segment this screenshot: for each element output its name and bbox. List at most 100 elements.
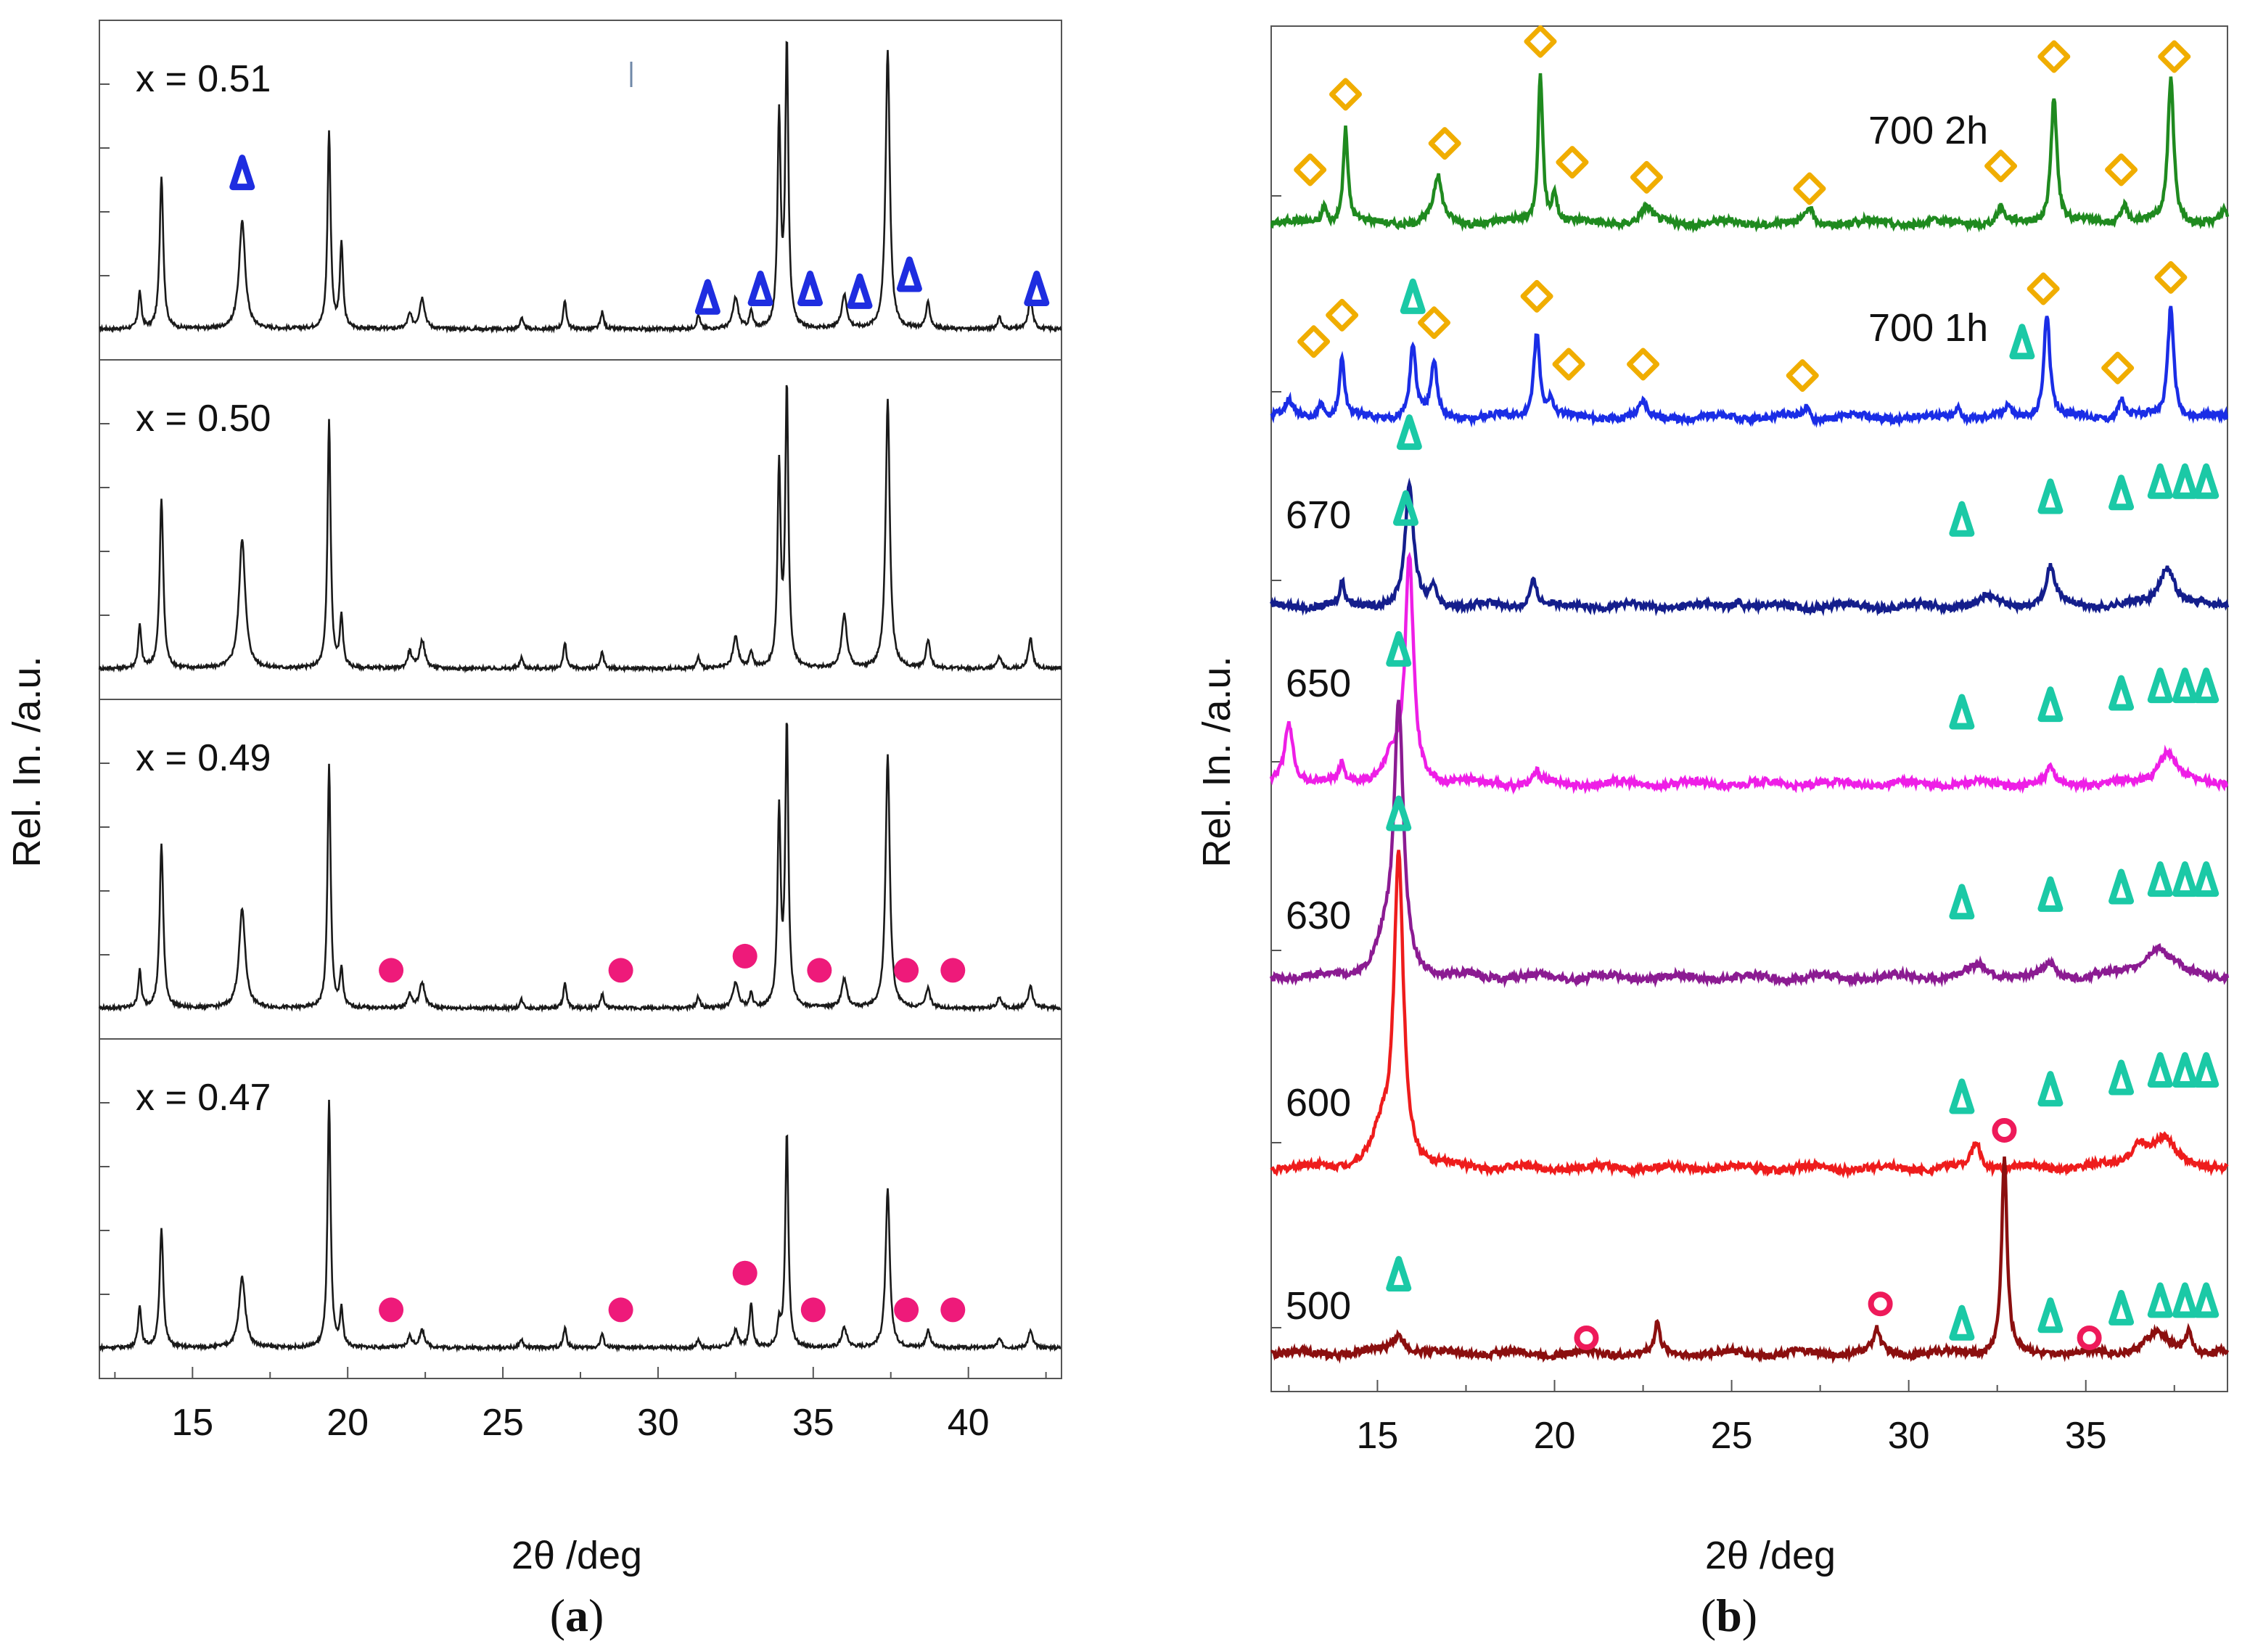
marker-triangle xyxy=(1393,490,1418,526)
marker-triangle xyxy=(2037,478,2064,514)
marker-circle xyxy=(732,943,757,969)
xrd-pattern-a xyxy=(98,723,1062,1014)
marker-diamond xyxy=(1524,25,1557,58)
marker-triangle xyxy=(2037,1071,2064,1107)
marker-triangle xyxy=(1949,1078,1975,1114)
series-650: 650 xyxy=(1269,490,2228,795)
x-tick-label: 20 xyxy=(327,1402,369,1444)
svg-text:(b): (b) xyxy=(1701,1590,1757,1641)
panel-a-4: x = 0.47 xyxy=(99,1038,1062,1379)
caption-b: (b) xyxy=(1701,1590,1757,1641)
marker-triangle xyxy=(2147,1282,2173,1318)
marker-triangle xyxy=(2172,1052,2198,1088)
series-label: 670 xyxy=(1286,493,1351,537)
panel-a-label: x = 0.49 xyxy=(136,737,271,779)
marker-triangle xyxy=(1396,414,1422,451)
marker-diamond xyxy=(1520,279,1553,313)
marker-triangle xyxy=(1949,694,1975,730)
marker-triangle xyxy=(896,256,922,292)
marker-ring xyxy=(1992,1118,2017,1143)
xrd-pattern-a xyxy=(98,385,1062,674)
marker-triangle xyxy=(1949,884,1975,920)
marker-diamond xyxy=(2154,260,2188,294)
marker-triangle xyxy=(2193,861,2220,897)
marker-triangle xyxy=(2147,667,2173,704)
marker-diamond xyxy=(2027,272,2060,305)
panel-a-label: x = 0.47 xyxy=(136,1077,271,1119)
figure-a-ylabel: Rel. In. /a.u. xyxy=(5,656,49,867)
series-500: 500 xyxy=(1270,1118,2230,1364)
xrd-pattern-a xyxy=(99,41,1062,334)
panel-a-label: x = 0.51 xyxy=(136,58,271,100)
marker-circle xyxy=(800,1297,826,1323)
marker-circle xyxy=(940,1297,966,1323)
xrd-pattern-b xyxy=(1269,551,2228,795)
marker-diamond xyxy=(2101,351,2135,385)
marker-diamond xyxy=(1297,325,1331,358)
svg-text:(a): (a) xyxy=(550,1590,604,1641)
marker-triangle xyxy=(2108,1289,2135,1326)
marker-diamond xyxy=(1294,153,1327,186)
xrd-pattern-b xyxy=(1269,699,2230,989)
marker-triangle xyxy=(2172,667,2198,704)
marker-triangle xyxy=(2193,667,2220,704)
figure-b-xlabel: 2θ /deg xyxy=(1705,1534,1836,1577)
marker-ring xyxy=(1574,1326,1599,1350)
figure-b: 700 2h 700 1h 670 650 630 600 500 15 20 25 30 35 xyxy=(1269,25,2230,1457)
series-label: 700 1h xyxy=(1868,306,1988,350)
marker-diamond xyxy=(2105,153,2138,186)
series-600: 600 xyxy=(1270,795,2229,1180)
marker-triangle xyxy=(229,155,255,191)
marker-diamond xyxy=(1418,306,1451,340)
plot-frame xyxy=(1270,25,2228,1392)
series-label: 700 2h xyxy=(1868,109,1988,152)
marker-triangle xyxy=(2193,463,2220,499)
marker-triangle xyxy=(2193,1282,2220,1318)
xrd-pattern-b xyxy=(1270,850,2229,1180)
marker-triangle xyxy=(747,271,773,306)
marker-triangle xyxy=(1386,630,1412,667)
marker-diamond xyxy=(1556,146,1589,179)
marker-triangle xyxy=(2037,1297,2064,1333)
xrd-pattern-b xyxy=(1269,477,2230,617)
series-label: 600 xyxy=(1286,1081,1351,1125)
marker-circle xyxy=(379,1297,404,1323)
x-tick-label: 15 xyxy=(171,1402,213,1444)
x-tick-label: 15 xyxy=(1357,1415,1399,1457)
marker-triangle xyxy=(694,279,720,315)
marker-circle xyxy=(379,958,404,983)
xrd-pattern-b xyxy=(1270,1156,2230,1364)
marker-diamond xyxy=(1984,149,2018,183)
marker-triangle xyxy=(1949,1304,1975,1341)
panel-a-3: x = 0.49 xyxy=(98,699,1062,1040)
marker-triangle xyxy=(1386,795,1412,831)
marker-diamond xyxy=(1326,298,1359,332)
marker-circle xyxy=(940,958,966,983)
marker-circle xyxy=(894,958,919,983)
marker-diamond xyxy=(2037,40,2071,73)
x-tick-label: 40 xyxy=(948,1402,990,1444)
marker-circle xyxy=(807,958,832,983)
figure-a: x = 0.51 x = 0.50 x = 0.49 x = 0.47 15 20 25 30… xyxy=(98,20,1062,1444)
x-tick-label: 35 xyxy=(792,1402,834,1444)
marker-diamond xyxy=(2158,40,2191,73)
marker-triangle xyxy=(2108,1059,2135,1096)
series-630: 630 xyxy=(1269,630,2230,989)
marker-triangle xyxy=(2147,1052,2173,1088)
x-tick-label: 25 xyxy=(482,1402,524,1444)
marker-triangle xyxy=(2147,463,2173,499)
marker-triangle xyxy=(2037,876,2064,912)
x-tick-label: 25 xyxy=(1711,1415,1753,1457)
xrd-pattern-b xyxy=(1270,305,2229,428)
marker-triangle xyxy=(2108,675,2135,711)
marker-diamond xyxy=(1329,78,1363,111)
marker-diamond xyxy=(1793,172,1826,205)
x-tick-label: 30 xyxy=(637,1402,679,1444)
marker-triangle xyxy=(2172,861,2198,897)
marker-triangle xyxy=(2172,463,2198,499)
x-tick-label: 20 xyxy=(1534,1415,1576,1457)
marker-triangle xyxy=(1386,1256,1412,1292)
panel-a-1: x = 0.51 xyxy=(99,20,1062,361)
series-670: 670 xyxy=(1269,414,2230,617)
panel-a-2: x = 0.50 xyxy=(98,359,1062,700)
